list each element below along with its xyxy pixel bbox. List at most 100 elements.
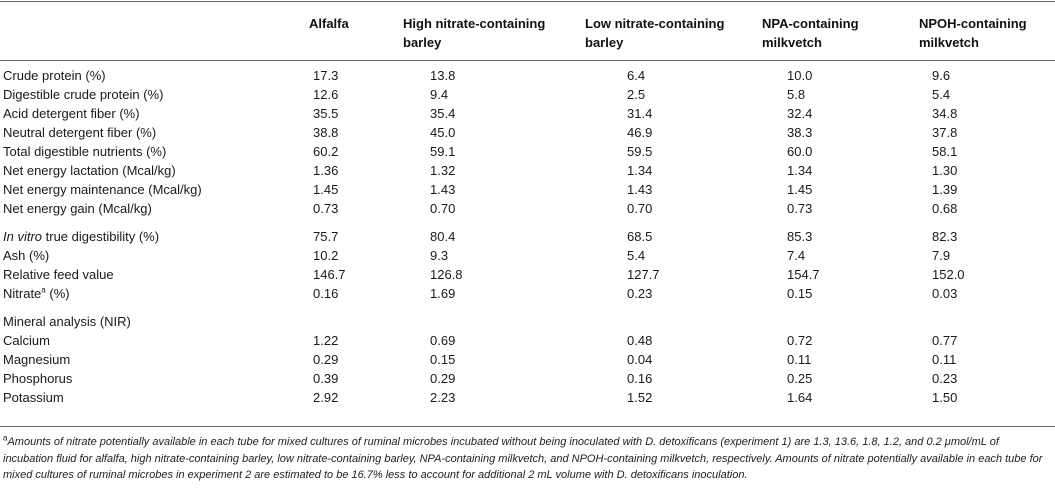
cell-low-nitrate: 1.34 [627, 163, 653, 178]
cell-npoh: 0.11 [932, 352, 957, 367]
cell-npa: 10.0 [787, 68, 813, 83]
header-npoh-line1: NPOH-containing [919, 16, 1027, 31]
cell-alfalfa: 10.2 [313, 248, 339, 263]
row-label: Relative feed value [3, 267, 114, 282]
cell-npoh: 1.50 [932, 390, 958, 405]
cell-low-nitrate: 2.5 [627, 87, 646, 102]
row-label: Ash (%) [3, 248, 50, 263]
cell-npoh: 5.4 [932, 87, 951, 102]
cell-low-nitrate: 68.5 [627, 229, 653, 244]
cell-high-nitrate: 59.1 [430, 144, 456, 159]
cell-npa: 7.4 [787, 248, 806, 263]
cell-npa: 0.11 [787, 352, 812, 367]
cell-npa: 60.0 [787, 144, 813, 159]
cell-npoh: 0.03 [932, 286, 958, 301]
table-row: Crude protein (%) 17.3 13.8 6.4 10.0 9.6 [0, 66, 1055, 85]
cell-npa: 1.64 [787, 390, 813, 405]
row-label: Net energy lactation (Mcal/kg) [3, 163, 176, 178]
cell-low-nitrate: 31.4 [627, 106, 653, 121]
cell-npa: 0.73 [787, 201, 813, 216]
header-high-nitrate-line1: High nitrate-containing [403, 16, 546, 31]
cell-npa: 154.7 [787, 267, 820, 282]
cell-low-nitrate: 0.48 [627, 333, 653, 348]
cell-npoh: 152.0 [932, 267, 965, 282]
table-row: Total digestible nutrients (%) 60.2 59.1… [0, 142, 1055, 161]
table-row: In vitro true digestibility (%) 75.7 80.… [0, 227, 1055, 246]
footnote-text: Amounts of nitrate potentially available… [3, 436, 1043, 481]
cell-npoh: 82.3 [932, 229, 958, 244]
section-row: Mineral analysis (NIR) [0, 312, 1055, 331]
table-row: Net energy lactation (Mcal/kg) 1.36 1.32… [0, 161, 1055, 180]
cell-npoh: 1.39 [932, 182, 958, 197]
table-row: Net energy maintenance (Mcal/kg) 1.45 1.… [0, 180, 1055, 199]
cell-npoh: 0.68 [932, 201, 958, 216]
cell-high-nitrate: 0.70 [430, 201, 456, 216]
row-label: Net energy gain (Mcal/kg) [3, 201, 152, 216]
cell-alfalfa: 1.45 [313, 182, 339, 197]
cell-alfalfa: 2.92 [313, 390, 339, 405]
cell-low-nitrate: 59.5 [627, 144, 653, 159]
cell-alfalfa: 17.3 [313, 68, 339, 83]
cell-low-nitrate: 46.9 [627, 125, 653, 140]
cell-npa: 5.8 [787, 87, 806, 102]
cell-npa: 85.3 [787, 229, 813, 244]
footnote-marker: a [3, 433, 8, 443]
table-footnote: aAmounts of nitrate potentially availabl… [3, 434, 1051, 484]
cell-high-nitrate: 9.4 [430, 87, 449, 102]
table-row: Neutral detergent fiber (%) 38.8 45.0 46… [0, 123, 1055, 142]
cell-high-nitrate: 0.15 [430, 352, 456, 367]
header-rule [0, 60, 1055, 61]
cell-npa: 32.4 [787, 106, 813, 121]
footnote-marker: a [41, 285, 46, 295]
cell-alfalfa: 38.8 [313, 125, 339, 140]
row-label-italic: In vitro [3, 229, 43, 244]
table-bottom-rule [0, 426, 1055, 427]
row-label: Phosphorus [3, 371, 73, 386]
cell-alfalfa: 0.29 [313, 352, 339, 367]
header-npoh-milkvetch: NPOH-containing milkvetch [919, 14, 1055, 52]
header-high-nitrate-line2: barley [403, 35, 442, 50]
header-high-nitrate-barley: High nitrate-containing barley [403, 14, 573, 52]
cell-alfalfa: 146.7 [313, 267, 346, 282]
row-label: In vitro true digestibility (%) [3, 227, 159, 246]
cell-npa: 0.72 [787, 333, 813, 348]
cell-high-nitrate: 1.32 [430, 163, 456, 178]
cell-high-nitrate: 1.43 [430, 182, 456, 197]
cell-low-nitrate: 0.04 [627, 352, 653, 367]
cell-low-nitrate: 127.7 [627, 267, 660, 282]
header-alfalfa: Alfalfa [309, 14, 389, 33]
row-label: Total digestible nutrients (%) [3, 144, 167, 159]
header-npa-line2: milkvetch [762, 35, 822, 50]
cell-low-nitrate: 0.70 [627, 201, 653, 216]
row-label: Crude protein (%) [3, 68, 106, 83]
row-label-main: Nitrate [3, 286, 42, 301]
cell-alfalfa: 35.5 [313, 106, 339, 121]
table-row: Calcium 1.22 0.69 0.48 0.72 0.77 [0, 331, 1055, 350]
cell-npa: 1.34 [787, 163, 813, 178]
cell-alfalfa: 0.39 [313, 371, 339, 386]
row-label: Acid detergent fiber (%) [3, 106, 140, 121]
cell-npoh: 0.23 [932, 371, 958, 386]
cell-low-nitrate: 1.43 [627, 182, 653, 197]
row-label-rest: true digestibility (%) [42, 229, 160, 244]
cell-npoh: 9.6 [932, 68, 951, 83]
cell-alfalfa: 1.22 [313, 333, 339, 348]
table-top-rule [0, 1, 1055, 2]
cell-alfalfa: 75.7 [313, 229, 339, 244]
row-label: Neutral detergent fiber (%) [3, 125, 157, 140]
section-label-mineral-analysis: Mineral analysis (NIR) [3, 314, 131, 329]
cell-npoh: 58.1 [932, 144, 958, 159]
cell-alfalfa: 1.36 [313, 163, 339, 178]
table-row: Potassium 2.92 2.23 1.52 1.64 1.50 [0, 388, 1055, 407]
row-label: Potassium [3, 390, 64, 405]
cell-high-nitrate: 126.8 [430, 267, 463, 282]
table-row: Net energy gain (Mcal/kg) 0.73 0.70 0.70… [0, 199, 1055, 218]
table-row: Relative feed value 146.7 126.8 127.7 15… [0, 265, 1055, 284]
header-npa-line1: NPA-containing [762, 16, 859, 31]
header-npoh-line2: milkvetch [919, 35, 979, 50]
row-label: Nitratea (%) [3, 284, 70, 303]
cell-npa: 1.45 [787, 182, 813, 197]
header-npa-milkvetch: NPA-containing milkvetch [762, 14, 912, 52]
cell-npoh: 7.9 [932, 248, 951, 263]
